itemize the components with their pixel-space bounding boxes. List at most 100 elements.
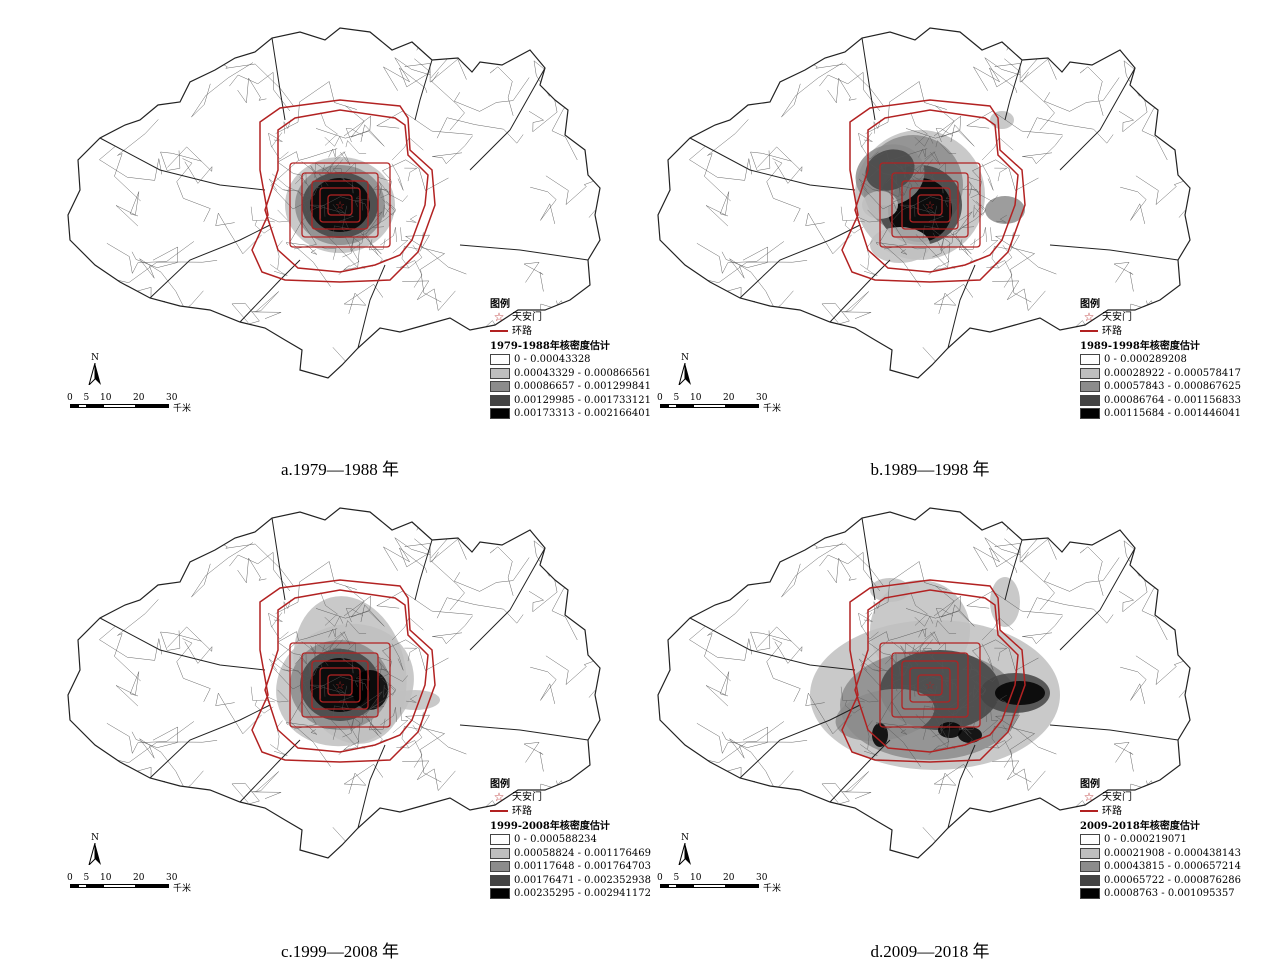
scale-unit: 千米	[173, 884, 192, 894]
class-swatch	[490, 861, 510, 873]
class-label: 0.00086657 - 0.001299841	[514, 381, 651, 393]
class-swatch	[1080, 888, 1100, 900]
legend-label-tiananmen: 天安门	[1102, 792, 1132, 804]
scale-segment	[78, 404, 87, 408]
legend-item-ring-road: 环路	[490, 325, 651, 339]
class-swatch	[1080, 408, 1100, 420]
density-zone	[938, 722, 962, 738]
ring-road	[909, 187, 951, 223]
class-label: 0 - 0.000219071	[1104, 834, 1187, 846]
scale-segment	[103, 884, 136, 888]
scale-bar: 0 5 10 20 30 千米	[67, 873, 270, 897]
ring-road	[311, 660, 369, 710]
star-icon: ☆	[493, 310, 505, 325]
scale-segment	[70, 404, 79, 408]
map-panel-a: ☆ N 0 5 10 20 30 千米 图例 ☆ 天安门 环路 1979-1988年核密度估计 0 …	[40, 10, 651, 480]
legend: 图例 ☆ 天安门 环路 1979-1988年核密度估计 0 - 0.00043328 0.0…	[490, 298, 651, 421]
ring-road	[327, 674, 353, 696]
scale-tick-label: 0	[657, 873, 663, 883]
scale-tick-label: 10	[690, 873, 702, 883]
scale-segment	[726, 884, 759, 888]
map-panel-d: ☆ N 0 5 10 20 30 千米 图例 ☆ 天安门 环路 2009-2018年核密度估计 0 …	[630, 490, 1241, 961]
legend-class: 0.0008763 - 0.001095357	[1080, 887, 1241, 901]
tiananmen-star: ☆	[925, 199, 935, 212]
class-label: 0.00028922 - 0.000578417	[1104, 367, 1241, 379]
ring-road	[289, 642, 391, 728]
legend-class: 0.00043815 - 0.000657214	[1080, 860, 1241, 874]
class-label: 0.00115684 - 0.001446041	[1104, 408, 1241, 420]
legend-class: 0.00086657 - 0.001299841	[490, 380, 651, 394]
ring-road-swatch	[490, 810, 508, 813]
legend-item-ring-road: 环路	[1080, 805, 1241, 819]
scale-segment	[676, 404, 693, 408]
ring-road	[841, 579, 1026, 763]
study-area-outline	[657, 507, 1191, 859]
scale-unit: 千米	[763, 404, 782, 414]
north-arrow: N	[88, 833, 102, 868]
class-swatch	[1080, 394, 1100, 406]
kde-legend-title: 1979-1988年核密度估计	[490, 341, 610, 352]
ring-road-swatch	[1080, 330, 1098, 333]
legend-item-ring-road: 环路	[1080, 325, 1241, 339]
scale-segment	[676, 884, 693, 888]
legend-item-ring-road: 环路	[490, 805, 651, 819]
legend-class: 0.00117648 - 0.001764703	[490, 860, 651, 874]
legend-class: 0.00176471 - 0.002352938	[490, 874, 651, 888]
scale-segment	[693, 404, 726, 408]
tiananmen-star: ☆	[335, 679, 345, 692]
class-label: 0.00235295 - 0.002941172	[514, 888, 651, 900]
kde-legend-title: 2009-2018年核密度估计	[1080, 821, 1200, 832]
kde-map-d: ☆	[657, 507, 1191, 859]
kde-map-b: ☆	[657, 27, 1191, 379]
class-label: 0 - 0.000289208	[1104, 354, 1187, 366]
kde-map-a: ☆	[67, 27, 601, 379]
legend-item-tiananmen: ☆ 天安门	[490, 311, 651, 325]
legend-title: 图例	[1080, 779, 1100, 790]
class-label: 0.00065722 - 0.000876286	[1104, 874, 1241, 886]
legend-label-tiananmen: 天安门	[1102, 312, 1132, 324]
legend-class: 0.00057843 - 0.000867625	[1080, 380, 1241, 394]
study-area-outline	[67, 27, 601, 379]
density-zone	[990, 577, 1020, 627]
scale-tick-label: 20	[133, 393, 145, 403]
class-label: 0 - 0.00043328	[514, 354, 591, 366]
ring-road	[879, 642, 981, 728]
legend: 图例 ☆ 天安门 环路 1999-2008年核密度估计 0 - 0.000588234 0.…	[490, 778, 651, 901]
scale-segment	[86, 884, 103, 888]
density-zone	[995, 681, 1045, 705]
scale-unit: 千米	[173, 404, 192, 414]
legend-title: 图例	[490, 299, 510, 310]
legend-class: 0 - 0.00043328	[490, 353, 651, 367]
class-label: 0.00176471 - 0.002352938	[514, 874, 651, 886]
scale-bar: 0 5 10 20 30 千米	[67, 393, 270, 417]
class-label: 0.00129985 - 0.001733121	[514, 394, 651, 406]
class-label: 0.00117648 - 0.001764703	[514, 861, 651, 873]
legend-class: 0.00129985 - 0.001733121	[490, 394, 651, 408]
class-swatch	[1080, 381, 1100, 393]
ring-road	[264, 589, 429, 753]
class-label: 0.00021908 - 0.000438143	[1104, 847, 1241, 859]
panel-caption: c.1999—2008 年	[280, 942, 400, 961]
study-area-outline	[657, 27, 1191, 379]
density-zone	[352, 670, 388, 710]
kde-legend-title: 1999-2008年核密度估计	[490, 821, 610, 832]
scale-segment	[660, 404, 669, 408]
north-arrow: N	[678, 353, 692, 388]
legend-class: 0.00235295 - 0.002941172	[490, 887, 651, 901]
ring-road	[917, 194, 943, 216]
class-swatch	[1080, 367, 1100, 379]
ring-roads	[251, 99, 436, 283]
star-icon: ☆	[493, 790, 505, 805]
panel-caption: d.2009—2018 年	[870, 942, 990, 961]
class-swatch	[490, 354, 510, 366]
ring-road	[841, 99, 1026, 283]
class-swatch	[490, 367, 510, 379]
class-label: 0.00057843 - 0.000867625	[1104, 381, 1241, 393]
legend-class: 0.00115684 - 0.001446041	[1080, 407, 1241, 421]
star-icon: ☆	[1083, 310, 1095, 325]
legend-class: 0.00173313 - 0.002166401	[490, 407, 651, 421]
ring-road	[891, 172, 969, 238]
class-swatch	[490, 888, 510, 900]
density-zone	[835, 688, 935, 742]
kde-legend-title: 1989-1998年核密度估计	[1080, 341, 1200, 352]
